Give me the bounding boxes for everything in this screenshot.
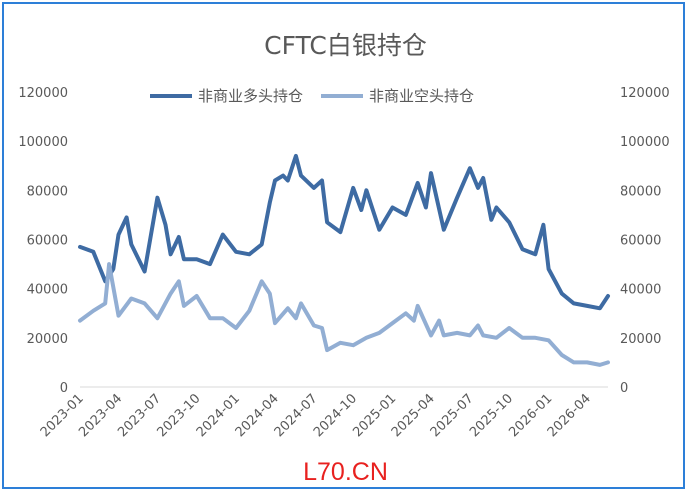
series-line-short: [78, 262, 610, 367]
x-tick-label: 2026-04: [545, 391, 594, 440]
y2-tick-label: 0: [620, 381, 628, 396]
watermark: L70.CN: [303, 458, 388, 486]
y2-tick-label: 120000: [620, 86, 670, 101]
legend-label-short: 非商业空头持仓: [369, 87, 475, 105]
y2-tick-label: 100000: [620, 135, 670, 150]
y-tick-label: 120000: [18, 86, 68, 101]
y2-tick-label: 40000: [620, 283, 661, 298]
chart-title: CFTC白银持仓: [264, 31, 427, 60]
y2-tick-label: 60000: [620, 234, 661, 249]
legend-item-long: 非商业多头持仓: [150, 85, 303, 106]
chart-frame: [2, 2, 685, 489]
y-tick-label: 20000: [27, 332, 68, 347]
y-tick-label: 40000: [27, 283, 68, 298]
y-tick-label: 0: [60, 381, 68, 396]
legend-item-short: 非商业空头持仓: [321, 85, 474, 106]
y-tick-label: 80000: [27, 184, 68, 199]
legend: 非商业多头持仓 非商业空头持仓: [150, 85, 492, 106]
legend-swatch-short: [321, 93, 364, 98]
y2-tick-label: 20000: [620, 332, 661, 347]
y-tick-label: 60000: [27, 234, 68, 249]
series-line-long: [78, 153, 610, 311]
y-tick-label: 100000: [18, 135, 68, 150]
legend-label-long: 非商业多头持仓: [198, 87, 304, 105]
legend-swatch-long: [150, 93, 192, 98]
y2-tick-label: 80000: [620, 184, 661, 199]
